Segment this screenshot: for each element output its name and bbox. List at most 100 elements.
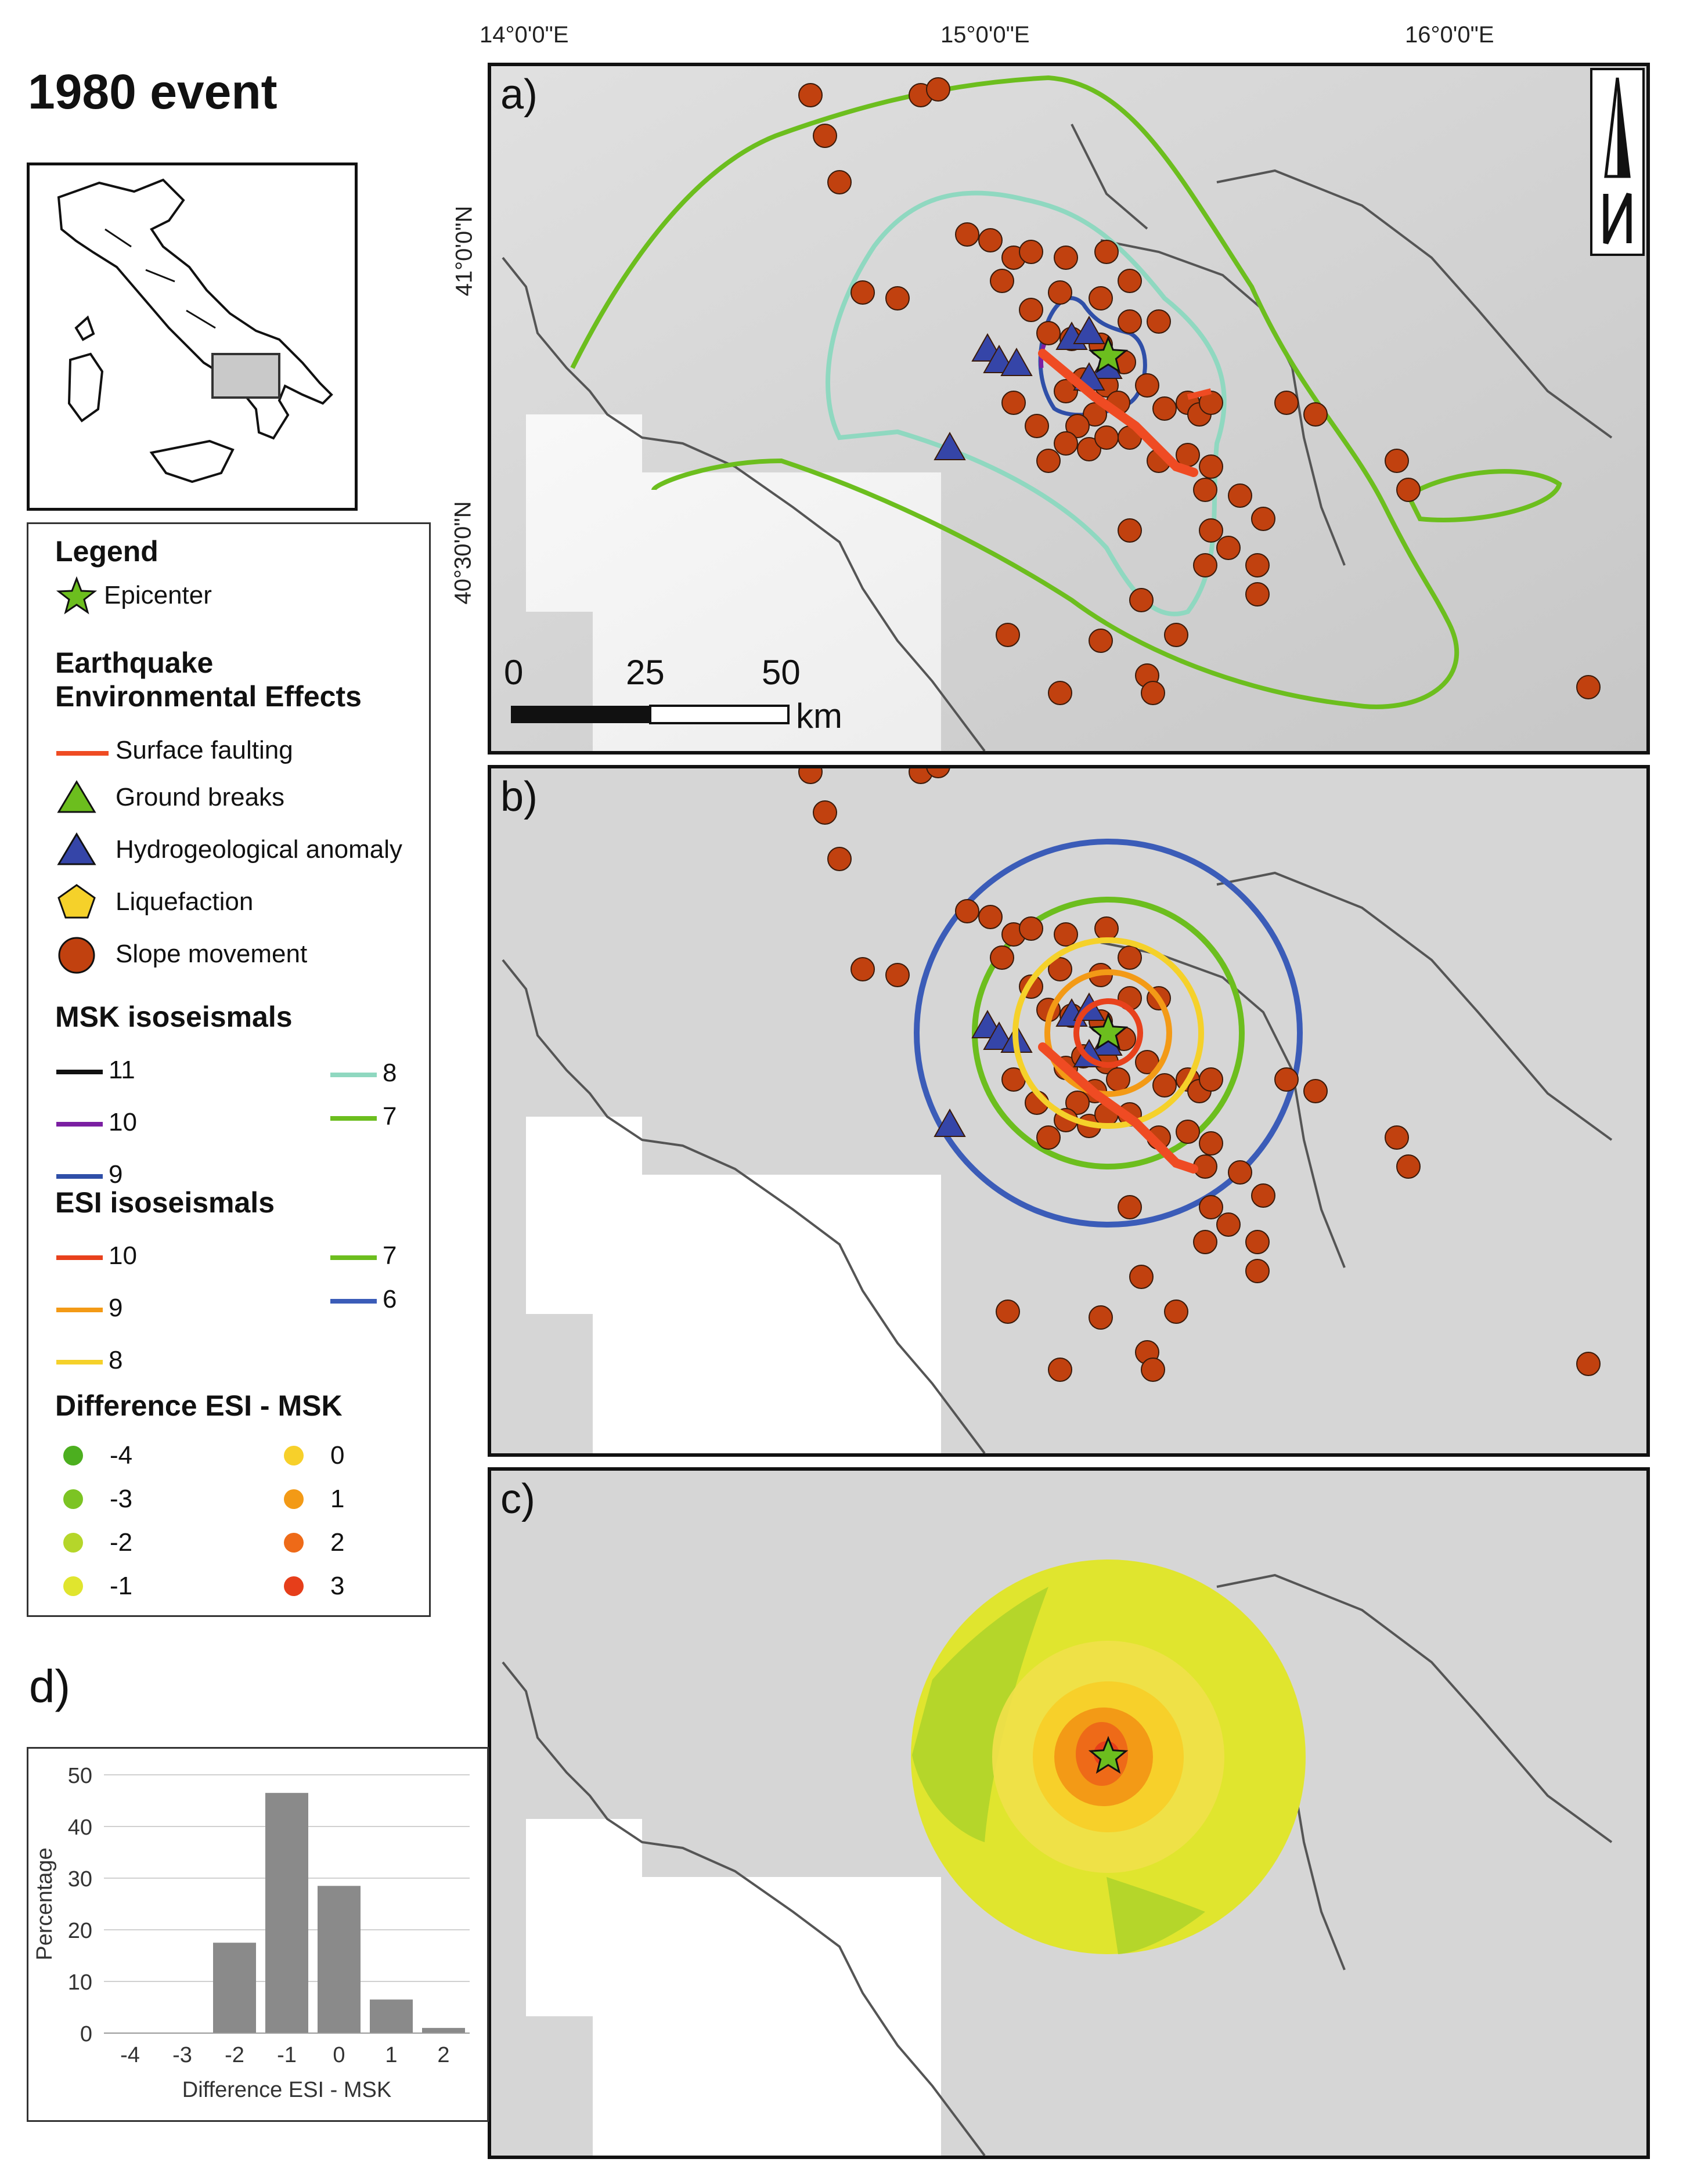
diff-label--4: -4 xyxy=(110,1441,133,1470)
slope-movement-point xyxy=(1199,454,1223,479)
esi-label-9: 9 xyxy=(109,1294,123,1322)
hist-xtick-label: -3 xyxy=(172,2043,192,2067)
diff-dot--1 xyxy=(63,1576,83,1596)
slope-movement-point xyxy=(798,83,823,107)
hist-ylabel: Percentage xyxy=(33,1847,57,1960)
slope-movement-point xyxy=(1199,518,1223,543)
msk-label-9: 9 xyxy=(109,1160,123,1189)
slope-movement-point xyxy=(850,280,875,305)
slope-movement-point xyxy=(1089,286,1113,311)
lat-label-41: 41°0'0"N xyxy=(451,205,477,297)
legend-epicenter: Epicenter xyxy=(104,581,212,609)
slope-movement-point xyxy=(1199,1067,1223,1092)
hist-ytick-label: 50 xyxy=(68,1764,92,1788)
slope-movement-point xyxy=(1001,391,1026,415)
hydro-anomaly-point xyxy=(934,1108,966,1137)
esi-label-7: 7 xyxy=(383,1241,397,1270)
slope-movement-point xyxy=(813,124,837,148)
slope-movement-point xyxy=(1152,396,1177,421)
esi-isoseismal-9 xyxy=(1044,969,1172,1097)
legend-effects-title-1: Earthquake xyxy=(55,647,214,679)
surface-faulting-b xyxy=(1038,1042,1198,1174)
hist-bar xyxy=(370,1999,413,2033)
north-arrow xyxy=(1590,68,1645,256)
epicenter-icon xyxy=(56,576,97,615)
slope-movement-point xyxy=(1396,478,1421,502)
diff-label-2: 2 xyxy=(330,1528,345,1557)
slope-movement-point xyxy=(1094,916,1119,941)
legend: Legend Epicenter Earthquake Environmenta… xyxy=(27,522,431,1617)
slope-movement-point xyxy=(827,170,852,194)
slope-movement-point xyxy=(1228,1160,1252,1185)
lon-label-16: 16°0'0"E xyxy=(1405,22,1494,48)
hydro-anomaly-point xyxy=(1073,315,1105,344)
msk-line-8 xyxy=(330,1073,377,1077)
slope-movement-point xyxy=(1118,1195,1142,1219)
hist-ytick-label: 10 xyxy=(68,1970,92,1995)
scale-label-0: 0 xyxy=(504,653,524,692)
hist-xtick-label: -1 xyxy=(277,2043,297,2067)
italy-inset-map xyxy=(27,163,358,511)
hist-bar xyxy=(318,1886,361,2033)
hist-ytick-label: 0 xyxy=(80,2022,92,2046)
slope-movement-point xyxy=(1176,1120,1200,1144)
slope-movement-point xyxy=(813,800,837,825)
hist-xtick-label: 2 xyxy=(437,2043,449,2067)
slope-movement-point xyxy=(1118,518,1142,543)
legend-ground-breaks: Ground breaks xyxy=(116,783,285,811)
slope-movement-point xyxy=(1048,280,1072,305)
esi-label-10: 10 xyxy=(109,1241,137,1270)
legend-msk-title: MSK isoseismals xyxy=(55,1001,293,1033)
slope-movement-point xyxy=(1048,681,1072,705)
slope-movement-point xyxy=(1199,1195,1223,1219)
slope-movement-point xyxy=(1147,309,1171,334)
slope-movement-point xyxy=(955,899,979,923)
slope-movement-point xyxy=(1164,1299,1188,1324)
diff-label--3: -3 xyxy=(110,1485,133,1513)
italy-outline-svg xyxy=(57,178,333,483)
epicenter-star-c xyxy=(1088,1735,1129,1774)
legend-effects-title-2: Environmental Effects xyxy=(55,680,362,713)
legend-slope-movement: Slope movement xyxy=(116,940,308,968)
slope-movement-point xyxy=(1054,246,1078,270)
esi-label-6: 6 xyxy=(383,1285,397,1313)
slope-movement-point xyxy=(990,945,1014,970)
slope-movement-point xyxy=(1036,321,1061,345)
slope-movement-point xyxy=(996,623,1020,647)
msk-line-9 xyxy=(56,1174,103,1179)
panel-b-label: b) xyxy=(500,774,538,820)
legend-diff-title: Difference ESI - MSK xyxy=(55,1389,343,1422)
legend-surface-faulting: Surface faulting xyxy=(116,736,293,764)
slope-movement-point xyxy=(1274,1067,1299,1092)
slope-movement-point xyxy=(926,768,950,778)
histogram-panel-label: d) xyxy=(29,1660,71,1712)
slope-movement-point xyxy=(798,768,823,784)
slope-movement-point xyxy=(1245,553,1270,577)
msk-label-11: 11 xyxy=(109,1056,135,1084)
hist-bar xyxy=(265,1793,308,2033)
msk-line-10 xyxy=(56,1122,103,1127)
slope-movement-point xyxy=(978,228,1003,252)
slope-movement-point xyxy=(1036,449,1061,473)
slope-movement-point xyxy=(996,1299,1020,1324)
surface-faulting-line xyxy=(56,751,109,756)
slope-movement-point xyxy=(1193,1230,1217,1254)
slope-movement-point xyxy=(1036,1125,1061,1150)
diff-dot-2 xyxy=(284,1533,304,1553)
hist-ytick-label: 30 xyxy=(68,1867,92,1891)
diff-dot-1 xyxy=(284,1489,304,1509)
histogram-chart: 0 10 20 30 40 50 -4 -3 -2 -1 0 1 2 Difference ESI - M… xyxy=(27,1747,489,2122)
hist-ytick-label: 20 xyxy=(68,1919,92,1943)
map-a-svg xyxy=(491,66,1646,751)
slope-movement-point xyxy=(1385,449,1409,473)
slope-movement-point xyxy=(1216,536,1241,560)
scale-bar xyxy=(511,705,790,724)
msk-label-10: 10 xyxy=(109,1108,137,1136)
hydro-anomaly-point xyxy=(1000,347,1033,376)
legend-liquefaction: Liquefaction xyxy=(116,887,254,916)
hist-ytick-label: 40 xyxy=(68,1815,92,1840)
msk-line-11 xyxy=(56,1070,103,1074)
slope-movement-point xyxy=(1385,1125,1409,1150)
figure-title: 1980 event xyxy=(28,64,278,119)
slope-movement-point xyxy=(1274,391,1299,415)
